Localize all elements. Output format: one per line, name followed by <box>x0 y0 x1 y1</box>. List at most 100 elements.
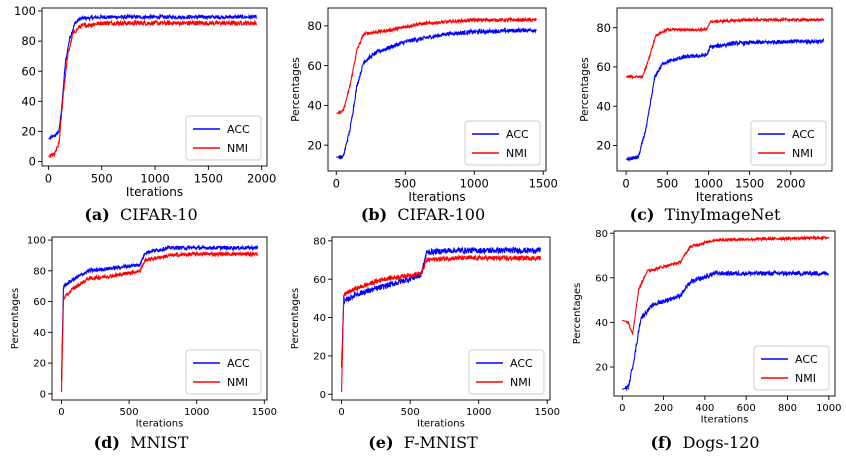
series-line-nmi <box>626 16 825 80</box>
plot-frame <box>613 230 836 397</box>
legend-label-nmi: NMI <box>510 376 531 389</box>
caption-title: CIFAR-100 <box>397 205 486 224</box>
x-tick-label: 500 <box>120 407 139 418</box>
caption-a: (a) CIFAR-10 <box>0 205 282 224</box>
caption-letter: (c) <box>629 205 655 224</box>
x-axis-label: Iterations <box>408 190 465 204</box>
legend-label-nmi: NMI <box>506 147 527 160</box>
y-tick-label: 100 <box>14 4 36 18</box>
x-tick-label: 1000 <box>816 403 841 414</box>
x-tick-label: 1000 <box>460 177 489 191</box>
y-tick-label: 80 <box>33 266 46 277</box>
x-axis-label: Iterations <box>136 419 184 430</box>
plot-frame <box>51 236 268 401</box>
legend-label-acc: ACC <box>227 123 250 136</box>
x-tick-label: 2000 <box>776 177 805 191</box>
series-line-acc <box>48 13 257 141</box>
y-tick-label: 40 <box>596 99 611 113</box>
series-line-acc <box>622 269 829 392</box>
x-tick-label: 2000 <box>247 172 276 186</box>
x-tick-label: 200 <box>654 403 673 414</box>
legend-label-nmi: NMI <box>795 372 816 385</box>
y-tick-label: 20 <box>21 125 36 139</box>
y-tick-label: 20 <box>313 351 326 362</box>
legend-label-acc: ACC <box>227 357 250 370</box>
x-axis-label: Iterations <box>417 419 465 430</box>
x-tick-label: 1500 <box>735 177 764 191</box>
caption-title: Dogs-120 <box>682 433 760 452</box>
y-tick-label: 80 <box>595 229 608 240</box>
x-tick-label: 500 <box>91 172 113 186</box>
x-tick-label: 1000 <box>184 407 209 418</box>
x-tick-label: 0 <box>619 403 625 414</box>
y-tick-label: 80 <box>307 19 322 33</box>
caption-d: (d) MNIST <box>0 433 282 452</box>
x-tick-label: 1000 <box>140 172 169 186</box>
caption-f: (f) Dogs-120 <box>564 433 846 452</box>
x-axis-label: Iterations <box>126 185 183 199</box>
x-tick-label: 400 <box>695 403 714 414</box>
series-line-acc <box>626 37 825 162</box>
legend-label-acc: ACC <box>506 128 529 141</box>
series-line-nmi <box>48 19 257 158</box>
y-tick-label: 40 <box>595 318 608 329</box>
caption-letter: (f) <box>650 433 673 452</box>
y-tick-label: 20 <box>33 359 46 370</box>
legend-box <box>753 345 830 391</box>
y-axis-label: Percentages <box>10 288 21 349</box>
caption-letter: (e) <box>368 433 394 452</box>
caption-e: (e) F-MNIST <box>282 433 564 452</box>
x-tick-label: 0 <box>622 177 629 191</box>
x-tick-label: 1000 <box>694 177 723 191</box>
subplot-c: 0 500 1000 1500 2000 20 40 60 80 Iterations Percen… <box>579 7 833 204</box>
y-axis-label: Percentages <box>290 288 301 349</box>
legend-label-nmi: NMI <box>227 376 248 389</box>
subplot-e: 0 500 1000 1500 0 20 40 60 80 Iterations Percentag… <box>290 236 560 429</box>
y-tick-label: 0 <box>29 155 36 169</box>
series-line-nmi <box>341 254 541 393</box>
legend-box <box>750 120 827 166</box>
legend-label-acc: ACC <box>795 353 818 366</box>
x-tick-label: 0 <box>45 172 52 186</box>
subplot-f: 0 200 400 600 800 1000 20 40 60 80 Iterations Perce… <box>572 229 842 426</box>
y-axis-label: Percentages <box>290 57 302 122</box>
y-tick-label: 60 <box>21 64 36 78</box>
y-tick-label: 80 <box>21 34 36 48</box>
x-tick-label: 0 <box>333 177 340 191</box>
x-tick-label: 0 <box>58 407 64 418</box>
caption-letter: (a) <box>84 205 110 224</box>
caption-b: (b) CIFAR-100 <box>282 205 564 224</box>
y-tick-label: 40 <box>21 94 36 108</box>
plot-frame <box>331 236 551 401</box>
x-tick-label: 0 <box>338 407 344 418</box>
legend-box <box>468 349 545 395</box>
x-tick-label: 500 <box>656 177 678 191</box>
caption-title: CIFAR-10 <box>120 205 198 224</box>
x-tick-label: 1500 <box>252 407 277 418</box>
legend-label-acc: ACC <box>510 357 533 370</box>
caption-letter: (b) <box>360 205 388 224</box>
x-tick-label: 500 <box>401 407 420 418</box>
caption-c: (c) TinyImageNet <box>564 205 846 224</box>
series-line-acc <box>60 244 259 382</box>
y-tick-label: 60 <box>595 273 608 284</box>
x-tick-label: 800 <box>778 403 797 414</box>
x-tick-label: 1000 <box>466 407 491 418</box>
y-tick-label: 60 <box>33 297 46 308</box>
y-tick-label: 100 <box>27 236 46 247</box>
legend-label-nmi: NMI <box>227 142 248 155</box>
x-tick-label: 500 <box>394 177 416 191</box>
plot-frame <box>616 7 833 172</box>
caption-letter: (d) <box>93 433 120 452</box>
subplot-a: 0 500 1000 1500 2000 0 20 40 60 80 100 Iterations AC… <box>14 4 276 199</box>
series-line-acc <box>336 26 537 160</box>
caption-title: F-MNIST <box>403 433 478 452</box>
y-tick-label: 60 <box>596 60 611 74</box>
x-axis-label: Iterations <box>696 190 753 204</box>
y-tick-label: 40 <box>313 313 326 324</box>
legend-box <box>185 115 262 161</box>
subplot-b: 0 500 1000 1500 20 40 60 80 Iterations Percentage… <box>290 7 558 204</box>
y-axis-label: Percentages <box>579 57 591 122</box>
